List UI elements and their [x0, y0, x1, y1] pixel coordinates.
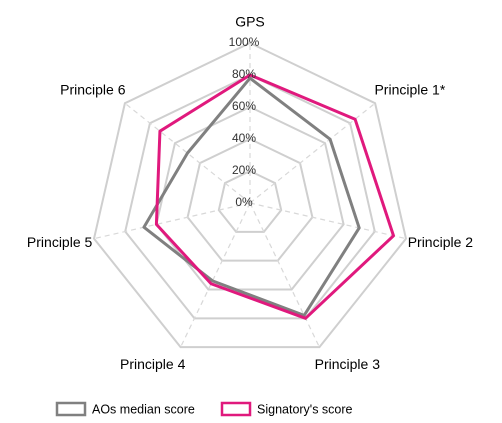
r-tick-label: 100% — [229, 35, 260, 49]
legend-swatch — [55, 401, 87, 417]
grid-ring — [124, 73, 376, 320]
spoke — [249, 202, 320, 348]
grid-ring — [155, 105, 345, 291]
category-label: Principle 3 — [315, 356, 381, 372]
grid-ring — [217, 169, 283, 233]
grid-ring — [186, 137, 314, 262]
legend-label: Signatory's score — [257, 402, 353, 416]
category-label: Principle 2 — [408, 234, 474, 250]
r-tick-label: 40% — [232, 131, 256, 145]
series-line — [142, 76, 361, 317]
r-tick-label: 0% — [235, 195, 253, 209]
grid-ring — [92, 41, 408, 349]
legend-swatch — [220, 401, 252, 417]
series-line — [154, 73, 396, 320]
category-label: GPS — [235, 14, 265, 30]
category-label: Principle 1* — [374, 81, 445, 97]
r-tick-label: 20% — [232, 163, 256, 177]
category-label: Principle 4 — [120, 356, 186, 372]
category-label: Principle 6 — [60, 81, 126, 97]
r-tick-label: 80% — [232, 67, 256, 81]
category-label: Principle 5 — [27, 234, 93, 250]
spoke — [180, 202, 251, 348]
legend-label: AOs median score — [92, 402, 195, 416]
r-tick-label: 60% — [232, 99, 256, 113]
